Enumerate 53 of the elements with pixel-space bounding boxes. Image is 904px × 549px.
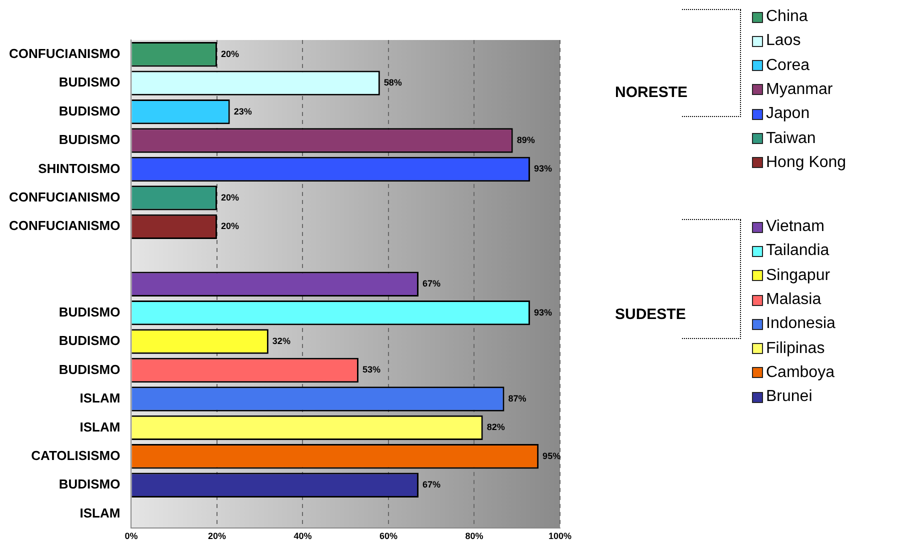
x-tick-label: 40%	[294, 531, 312, 542]
data-label: 82%	[486, 422, 505, 432]
legend-label: Hong Kong	[766, 154, 846, 172]
y-tick-label: ISLAM	[80, 505, 120, 520]
data-label: 20%	[220, 192, 239, 202]
legend-label: Brunei	[766, 388, 812, 406]
legend-label: Vietnam	[766, 218, 824, 236]
y-tick-label: BUDISMO	[58, 476, 120, 492]
legend-label: Indonesia	[766, 315, 836, 334]
data-label: 95%	[542, 450, 561, 461]
x-tick-label: 100%	[548, 531, 572, 542]
data-label: 20%	[220, 221, 239, 232]
data-label: 32%	[272, 336, 290, 346]
legend-label: China	[766, 8, 808, 26]
y-tick-label: BUDISMO	[58, 132, 120, 148]
y-tick-label: BUDISMO	[58, 304, 120, 320]
text: Tailandia	[766, 242, 830, 260]
x-tick-label: 60%	[379, 531, 398, 542]
data-label: 93%	[534, 307, 552, 318]
y-tick-label: ISLAM	[80, 419, 120, 434]
y-tick-label: SHINTOISMO	[38, 160, 120, 176]
y-tick-label: CATOLISISMO	[31, 448, 120, 463]
text: SUDESTE	[615, 306, 686, 324]
y-tick-label: BUDISMO	[58, 333, 120, 348]
y-tick-label: BUDISMO	[58, 103, 120, 118]
data-label: 53%	[362, 364, 380, 375]
data-label: 67%	[422, 480, 441, 490]
data-label: 23%	[234, 106, 252, 116]
y-tick-label: BUDISMO	[58, 74, 120, 90]
legend-label: Laos	[766, 32, 801, 50]
legend-label: Japon	[766, 105, 810, 124]
y-tick-label: CONFUCIANISMO	[9, 190, 120, 205]
legend-label: Corea	[766, 56, 810, 75]
y-tick-label: BUDISMO	[58, 362, 120, 377]
legend-label: Filipinas	[766, 340, 825, 358]
y-tick-label: CONFUCIANISMO	[9, 218, 120, 234]
text: NORESTE	[615, 84, 688, 102]
data-label: 20%	[220, 48, 239, 59]
data-label: 87%	[508, 393, 526, 404]
y-tick-label: CONFUCIANISMO	[9, 46, 120, 61]
data-label: 58%	[384, 78, 402, 88]
data-label: 89%	[516, 134, 535, 145]
x-tick-label: 0%	[124, 531, 138, 542]
data-label: 67%	[422, 278, 441, 289]
legend-label: Malasia	[766, 291, 822, 309]
legend-label: Myanmar	[766, 80, 833, 99]
legend-label: Singapur	[766, 266, 830, 285]
x-tick-label: 80%	[465, 531, 484, 542]
data-label: 93%	[534, 164, 552, 174]
legend-label: Camboya	[766, 364, 834, 382]
x-tick-label: 20%	[208, 531, 226, 542]
y-tick-label: ISLAM	[80, 390, 120, 406]
legend-label: Taiwan	[766, 130, 816, 148]
